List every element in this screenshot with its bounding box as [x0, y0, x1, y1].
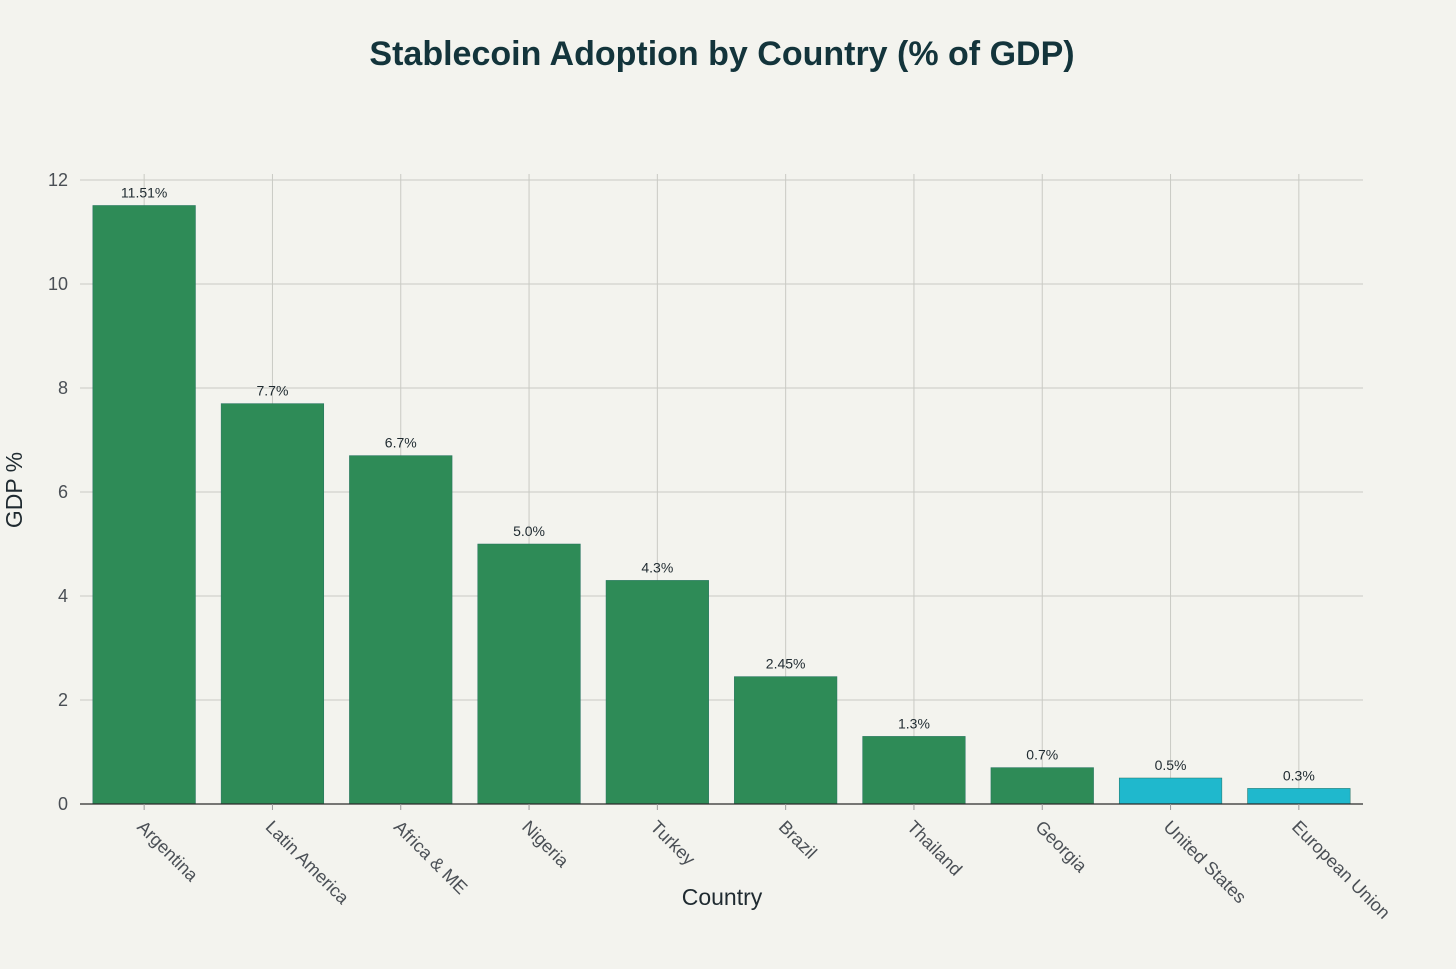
- data-label: 0.3%: [1283, 767, 1315, 783]
- y-tick-label: 4: [58, 586, 68, 606]
- bar-european-union: [1247, 788, 1351, 805]
- data-label: 2.45%: [766, 656, 806, 672]
- data-label: 11.51%: [121, 184, 167, 200]
- x-tick-label: Brazil: [775, 817, 821, 863]
- x-tick-label: Thailand: [903, 817, 966, 880]
- chart-title: Stablecoin Adoption by Country (% of GDP…: [369, 35, 1074, 73]
- x-tick-label: United States: [1160, 817, 1251, 908]
- bar-georgia: [990, 767, 1094, 805]
- bar-thailand: [862, 736, 966, 805]
- bar-turkey: [605, 580, 709, 805]
- y-axis-title: GDP %: [1, 452, 27, 528]
- x-tick-label: Turkey: [647, 817, 700, 870]
- y-tick-label: 10: [48, 274, 68, 294]
- bar-africa-me: [349, 455, 453, 805]
- bar-united-states: [1118, 777, 1223, 805]
- x-tick-label: Nigeria: [518, 817, 573, 872]
- x-tick-label: European Union: [1288, 817, 1394, 923]
- data-label: 7.7%: [256, 383, 288, 399]
- x-tick-label: Africa & ME: [390, 817, 471, 898]
- bar-argentina: [92, 205, 196, 805]
- data-label: 4.3%: [641, 559, 673, 575]
- data-label: 5.0%: [513, 523, 545, 539]
- y-tick-label: 6: [58, 482, 68, 502]
- bars: [92, 205, 1351, 805]
- y-tick-label: 8: [58, 378, 68, 398]
- y-tick-label: 12: [48, 170, 68, 190]
- y-tick-label: 0: [58, 794, 68, 814]
- data-label: 6.7%: [385, 435, 417, 451]
- data-label: 0.5%: [1155, 757, 1187, 773]
- bar-brazil: [734, 676, 838, 805]
- data-label: 1.3%: [898, 715, 930, 731]
- x-tick-label: Latin America: [262, 817, 354, 909]
- x-tick-label: Georgia: [1031, 817, 1091, 877]
- x-axis-title: Country: [682, 884, 763, 910]
- bar-nigeria: [477, 543, 581, 805]
- data-labels: 11.51% 7.7% 6.7% 5.0% 4.3% 2.45% 1.3% 0.7% 0.5% 0…: [121, 184, 1315, 783]
- data-label: 0.7%: [1026, 747, 1058, 763]
- y-tick-label: 2: [58, 690, 68, 710]
- x-tick-label: Argentina: [133, 817, 202, 886]
- bar-latin-america: [220, 403, 325, 805]
